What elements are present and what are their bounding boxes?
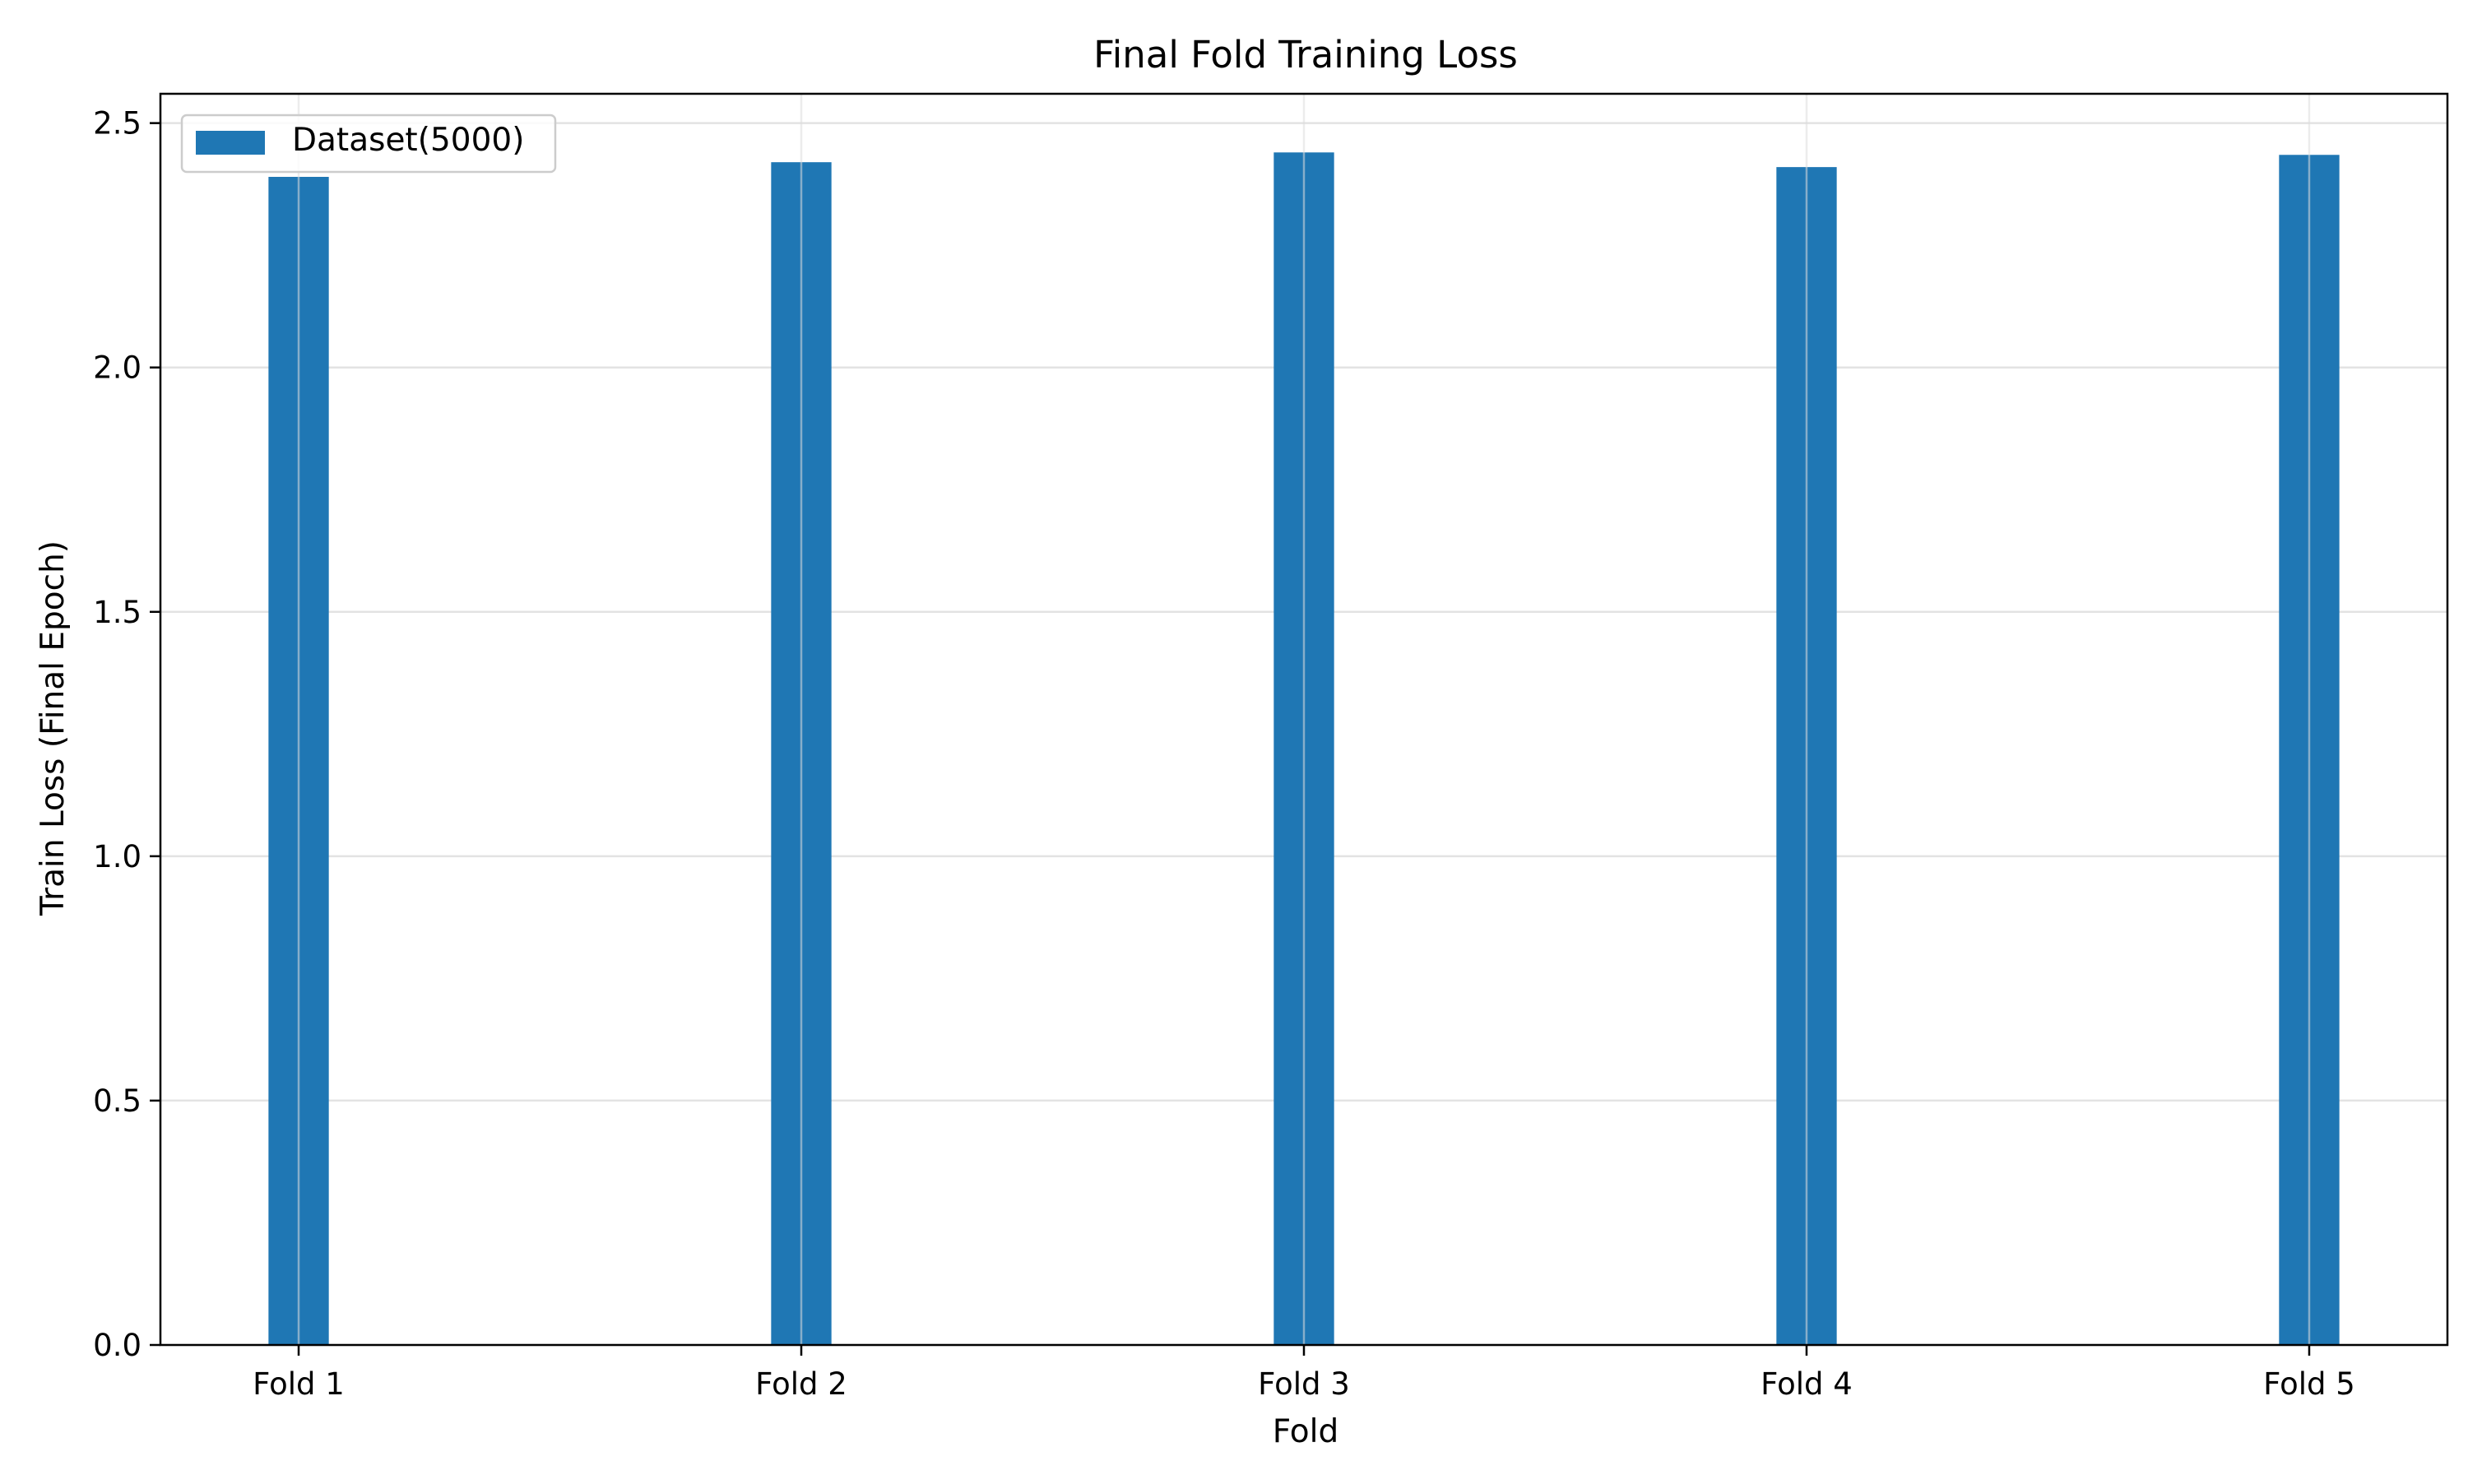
x-tick-label: Fold 4 (1761, 1366, 1853, 1402)
y-tick-label: 2.0 (93, 350, 141, 386)
x-tick-label: Fold 3 (1258, 1366, 1350, 1402)
y-tick-label: 0.5 (93, 1083, 141, 1119)
y-axis-ticks: 0.0 0.5 1.0 1.5 2.0 2.5 (93, 106, 160, 1363)
y-tick-label: 1.0 (93, 839, 141, 874)
x-tick-label: Fold 1 (253, 1366, 345, 1402)
legend-label: Dataset(5000) (292, 122, 524, 159)
legend-swatch (196, 131, 265, 155)
y-axis-label: Train Loss (Final Epoch) (35, 540, 72, 916)
x-axis-ticks: Fold 1 Fold 2 Fold 3 Fold 4 Fold 5 (253, 1345, 2355, 1402)
legend-box (180, 114, 557, 174)
x-tick-label: Fold 5 (2263, 1366, 2355, 1402)
x-axis-label: Fold (1273, 1413, 1339, 1450)
legend: Dataset(5000) (180, 114, 557, 174)
y-tick-label: 2.5 (93, 106, 141, 141)
x-tick-label: Fold 2 (755, 1366, 847, 1402)
y-tick-label: 1.5 (93, 595, 141, 630)
chart-title: Final Fold Training Loss (1093, 33, 1518, 77)
vertical-grid-lines (297, 94, 2311, 1345)
y-tick-label: 0.0 (93, 1328, 141, 1363)
